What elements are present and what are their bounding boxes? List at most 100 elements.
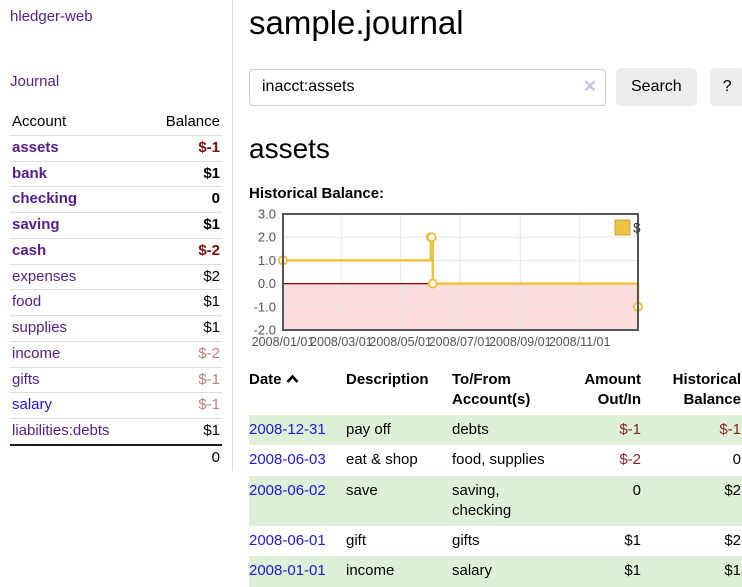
svg-text:2008/03/01: 2008/03/01 (310, 335, 373, 349)
account-row-food: food $1 (10, 289, 222, 316)
svg-text:2008/07/01: 2008/07/01 (429, 335, 492, 349)
transaction-date-link[interactable]: 2008-06-02 (249, 481, 326, 499)
account-balance: $1 (203, 422, 220, 439)
account-row-income: income $-2 (10, 341, 222, 367)
account-link[interactable]: assets (12, 138, 59, 156)
svg-text:2008/11/01: 2008/11/01 (549, 335, 611, 349)
account-link[interactable]: liabilities:debts (12, 422, 110, 439)
account-row-bank: bank $1 (10, 161, 222, 187)
transaction-description: eat & shop (346, 451, 418, 469)
accounts-table-header: Account Balance (10, 110, 222, 135)
account-row-supplies: supplies $1 (10, 315, 222, 342)
transaction-accounts: debts (452, 421, 489, 438)
svg-text:1.0: 1.0 (258, 253, 276, 268)
svg-text:2.0: 2.0 (258, 230, 276, 245)
transaction-date-link[interactable]: 2008-12-31 (249, 421, 326, 438)
help-button[interactable]: ? (709, 68, 742, 106)
account-balance: $-1 (198, 370, 220, 388)
account-row-salary: salary $-1 (10, 392, 222, 419)
description-column-header: Description (346, 371, 429, 388)
register-header-row: Date Description To/From Account(s) Amou… (249, 368, 742, 415)
register-row: 2008-06-01 gift gifts $1 $2 (249, 526, 742, 556)
accounts-column-header: To/From Account(s) (452, 371, 531, 408)
app-brand-link[interactable]: hledger-web (10, 8, 93, 25)
account-link[interactable]: gifts (12, 370, 40, 388)
transaction-amount: 0 (632, 481, 641, 499)
register-row: 2008-12-31 pay off debts $-1 $-1 (249, 415, 742, 446)
historical-balance-chart: 3.0 2.0 1.0 0.0 -1.0 -2.0 2008/01/01 2008/03/01… (249, 207, 742, 349)
transaction-accounts: food, supplies (452, 451, 545, 469)
account-balance: $-1 (198, 396, 220, 414)
accounts-total-row: 0 (10, 444, 222, 471)
account-balance: $-1 (198, 138, 220, 156)
account-link[interactable]: checking (12, 190, 78, 208)
transaction-accounts: saving, checking (452, 481, 512, 519)
transaction-balance: 0 (732, 451, 741, 469)
transaction-description: income (346, 562, 395, 580)
register-table: Date Description To/From Account(s) Amou… (249, 368, 742, 587)
account-balance: $2 (203, 267, 220, 285)
sort-ascending-icon (286, 370, 299, 390)
account-row-checking: checking 0 (10, 186, 222, 213)
account-row-cash: cash $-2 (10, 238, 222, 264)
register-row: 2008-06-02 save saving, checking 0 $2 (249, 475, 742, 526)
transaction-amount: $1 (624, 562, 641, 580)
account-balance: 0 (211, 190, 220, 208)
account-row-saving: saving $1 (10, 212, 222, 239)
svg-text:2008/05/01: 2008/05/01 (369, 335, 432, 349)
account-link[interactable]: cash (12, 241, 47, 259)
sidebar-item-journal[interactable]: Journal (10, 73, 60, 90)
account-row-assets: assets $-1 (10, 135, 222, 161)
transaction-description: gift (346, 532, 367, 549)
svg-text:3.0: 3.0 (258, 207, 276, 222)
search-input[interactable] (249, 68, 606, 106)
transaction-balance: $1 (724, 562, 741, 580)
transaction-date-link[interactable]: 2008-06-01 (249, 532, 326, 549)
transaction-accounts: salary (452, 562, 493, 580)
account-link[interactable]: saving (12, 216, 60, 233)
balance-column-header: Historical Balance (672, 371, 741, 408)
account-column-header: Account (12, 113, 67, 130)
search-button[interactable]: Search (616, 68, 697, 106)
account-link[interactable]: expenses (12, 267, 77, 285)
transaction-description: save (346, 481, 378, 499)
account-balance: $1 (203, 216, 220, 233)
transaction-date-link[interactable]: 2008-01-01 (249, 562, 326, 580)
chart-title: Historical Balance: (249, 185, 385, 202)
transaction-date-link[interactable]: 2008-06-03 (249, 451, 326, 469)
balance-column-header: Balance (165, 113, 220, 130)
transaction-description: pay off (346, 421, 391, 438)
account-link[interactable]: income (12, 344, 61, 362)
account-row-liabilities-debts: liabilities:debts $1 (10, 418, 222, 445)
account-link[interactable]: salary (12, 396, 53, 414)
chart-canvas: 3.0 2.0 1.0 0.0 -1.0 -2.02008/01/012008/03/01… (252, 207, 643, 349)
svg-text:2008/01/01: 2008/01/01 (252, 335, 315, 349)
date-column-header[interactable]: Date (249, 368, 346, 415)
transaction-accounts: gifts (452, 532, 480, 549)
svg-text:0.0: 0.0 (258, 276, 276, 291)
svg-text:-1.0: -1.0 (254, 299, 276, 314)
account-row-gifts: gifts $-1 (10, 367, 222, 393)
clear-search-icon[interactable]: ✕ (582, 76, 597, 96)
account-link[interactable]: food (12, 293, 42, 311)
sidebar: hledger-web Journal Account Balance asse… (0, 0, 233, 471)
transaction-balance: $2 (724, 481, 741, 499)
register-row: 2008-06-03 eat & shop food, supplies $-2… (249, 445, 742, 475)
transaction-amount: $-2 (619, 451, 641, 469)
account-heading: assets (249, 133, 330, 164)
page-title: sample.journal (249, 4, 464, 41)
svg-text:2008/09/01: 2008/09/01 (489, 335, 552, 349)
main-content: sample.journal ✕ Search ? assets Histori… (233, 0, 742, 587)
account-balance: $1 (203, 164, 220, 182)
account-balance: $-2 (198, 241, 220, 259)
account-link[interactable]: bank (12, 164, 48, 182)
account-balance: $1 (203, 319, 220, 336)
transaction-balance: $2 (724, 532, 741, 549)
amount-column-header: Amount Out/In (584, 371, 641, 408)
account-link[interactable]: supplies (12, 319, 68, 336)
register-row: 2008-01-01 income salary $1 $1 (249, 556, 742, 587)
account-row-expenses: expenses $2 (10, 264, 222, 290)
account-balance: $1 (203, 293, 220, 311)
transaction-amount: $-1 (619, 421, 641, 438)
transaction-amount: $1 (624, 532, 641, 549)
